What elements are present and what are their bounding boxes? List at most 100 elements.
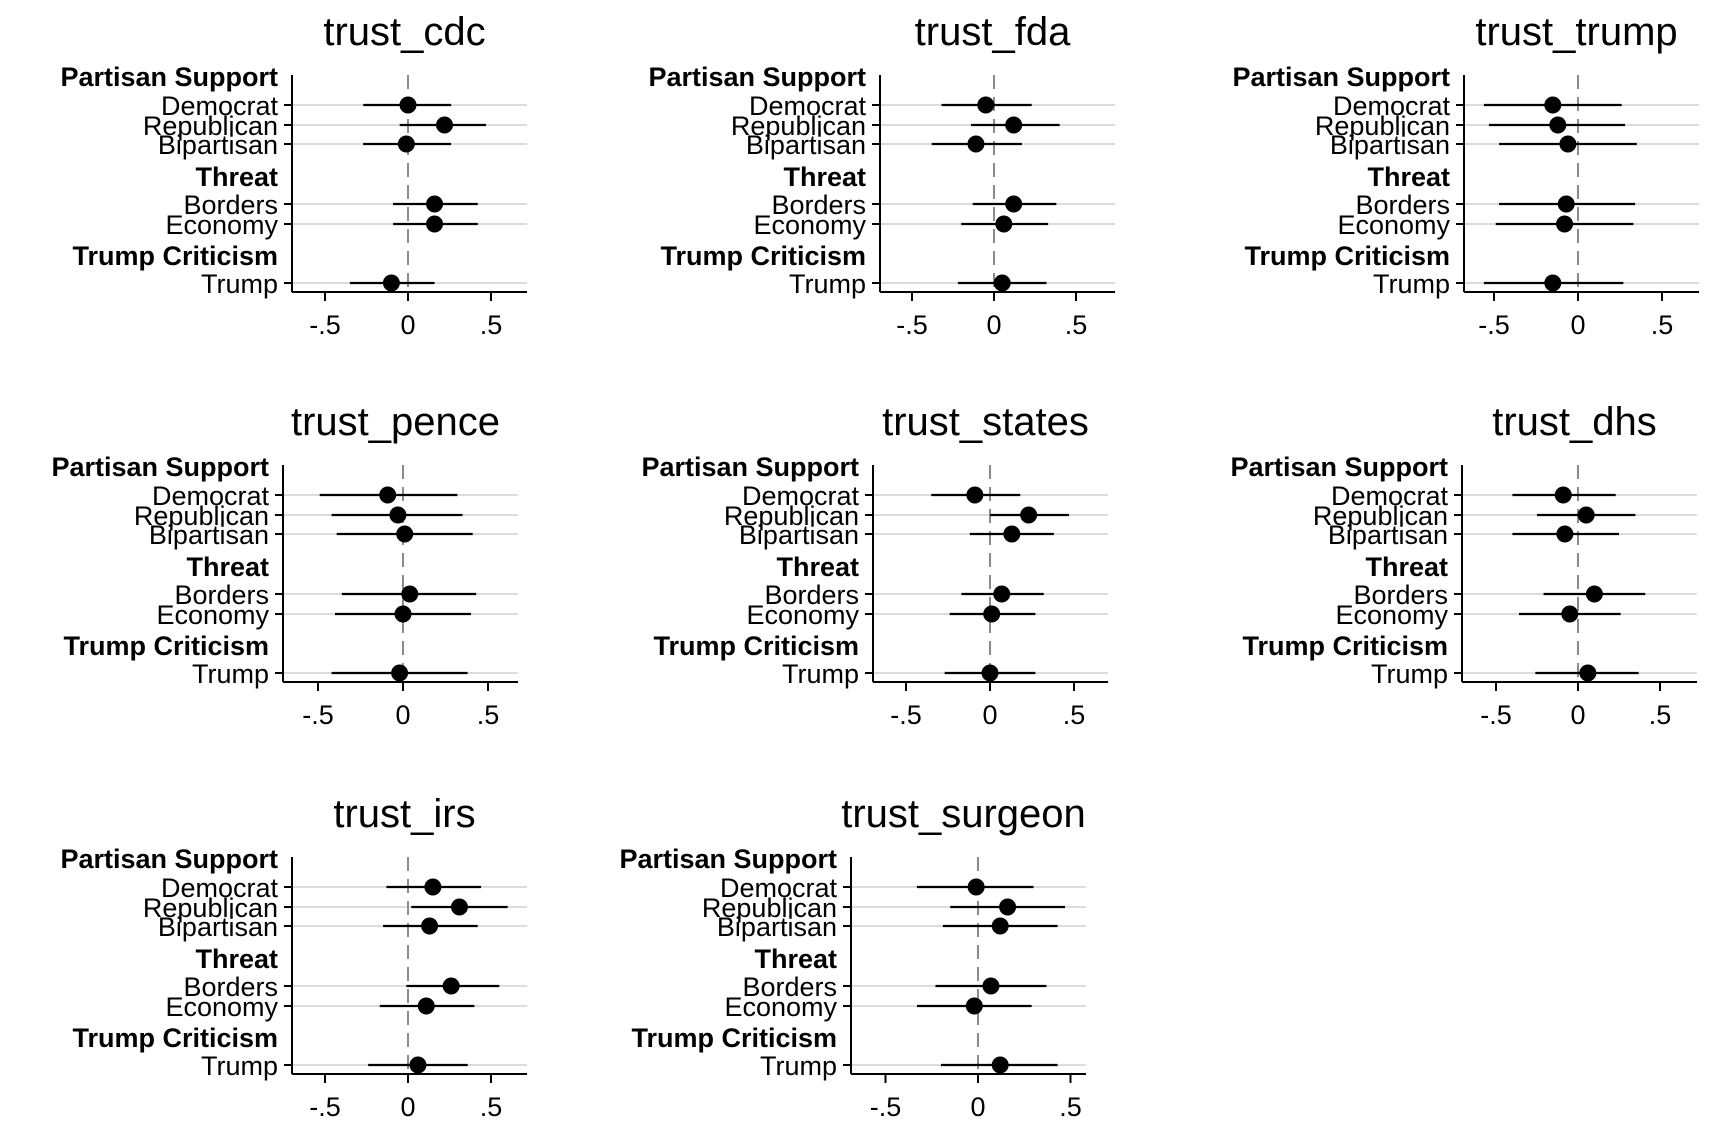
estimate-point <box>1544 274 1562 292</box>
x-tick-label: -.5 <box>302 700 334 730</box>
row-label: Trump <box>1373 269 1450 299</box>
estimate-point <box>1005 116 1023 134</box>
row-label: Bipartisan <box>149 520 269 550</box>
group-label: Threat <box>783 162 866 192</box>
estimate-point <box>1561 605 1579 623</box>
row-label: Bipartisan <box>1330 130 1450 160</box>
panel-title: trust_irs <box>333 792 475 836</box>
x-tick-label: -.5 <box>890 700 922 730</box>
group-label: Trump Criticism <box>1242 631 1448 661</box>
group-label: Trump Criticism <box>1244 241 1450 271</box>
estimate-point <box>1556 215 1574 233</box>
panel-trust-irs: trust_irs -.5 0 .5 Partisan Support Threat Tru… <box>60 792 527 1122</box>
group-label: Partisan Support <box>1232 62 1450 92</box>
group-label: Threat <box>776 552 859 582</box>
group-label: Partisan Support <box>648 62 866 92</box>
group-label: Trump Criticism <box>63 631 269 661</box>
estimate-point <box>991 1056 1009 1074</box>
row-label: Borders <box>764 580 859 610</box>
estimate-point <box>1577 506 1595 524</box>
panel-title: trust_dhs <box>1492 400 1657 444</box>
row-label: Democrat <box>1333 91 1451 121</box>
x-tick-label: .5 <box>1059 1092 1082 1122</box>
row-label: Republican <box>724 501 859 531</box>
x-tick-label: -.5 <box>1478 310 1510 340</box>
panel-trust-trump: trust_trump -.5 0 .5 Partisan Support Threat T… <box>1232 10 1699 340</box>
row-label: Economy <box>1337 210 1450 240</box>
estimate-point <box>394 605 412 623</box>
group-label: Partisan Support <box>619 844 837 874</box>
row-label: Borders <box>742 972 837 1002</box>
group-label: Threat <box>195 162 278 192</box>
x-tick-label: 0 <box>400 310 415 340</box>
estimate-point <box>379 486 397 504</box>
panel-title: trust_fda <box>915 10 1071 54</box>
group-label: Threat <box>186 552 269 582</box>
estimate-point <box>426 195 444 213</box>
panel-trust-fda: trust_fda -.5 0 .5 Partisan Support Threat Tru… <box>648 10 1115 340</box>
row-label: Trump <box>782 659 859 689</box>
x-tick-label: 0 <box>970 1092 985 1122</box>
estimate-point <box>977 96 995 114</box>
row-label: Bipartisan <box>1328 520 1448 550</box>
estimate-point <box>396 525 414 543</box>
row-label: Trump <box>760 1051 837 1081</box>
row-label: Democrat <box>742 481 860 511</box>
estimate-point <box>391 664 409 682</box>
estimate-point <box>993 274 1011 292</box>
group-label: Partisan Support <box>51 452 269 482</box>
row-label: Borders <box>183 190 278 220</box>
x-tick-label: .5 <box>1065 310 1088 340</box>
panel-trust-cdc: trust_cdc -.5 0 .5 Partisan Support Threat Tru… <box>60 10 527 340</box>
x-tick-label: 0 <box>1570 310 1585 340</box>
estimate-point <box>1585 585 1603 603</box>
panel-trust-surgeon: trust_surgeon -.5 0 .5 Partisan Support Threa… <box>619 792 1086 1122</box>
x-tick-label: -.5 <box>309 1092 341 1122</box>
estimate-point <box>382 274 400 292</box>
group-label: Trump Criticism <box>631 1023 837 1053</box>
row-label: Republican <box>143 111 278 141</box>
estimate-point <box>421 917 439 935</box>
panel-title: trust_states <box>882 400 1089 444</box>
estimate-point <box>993 585 1011 603</box>
group-label: Partisan Support <box>1230 452 1448 482</box>
group-label: Partisan Support <box>60 844 278 874</box>
estimate-point <box>1579 664 1597 682</box>
x-tick-label: .5 <box>1063 700 1086 730</box>
row-label: Republican <box>134 501 269 531</box>
x-tick-label: .5 <box>1649 700 1672 730</box>
estimate-point <box>991 917 1009 935</box>
estimate-point <box>965 997 983 1015</box>
x-tick-label: 0 <box>1570 700 1585 730</box>
panel-title: trust_surgeon <box>841 792 1086 836</box>
row-label: Bipartisan <box>739 520 859 550</box>
row-label: Democrat <box>152 481 270 511</box>
group-label: Threat <box>754 944 837 974</box>
estimate-point <box>981 664 999 682</box>
estimate-point <box>982 977 1000 995</box>
row-label: Democrat <box>161 873 279 903</box>
row-label: Republican <box>143 893 278 923</box>
group-label: Threat <box>1367 162 1450 192</box>
row-label: Trump <box>201 269 278 299</box>
x-tick-label: .5 <box>480 1092 503 1122</box>
row-label: Democrat <box>1331 481 1449 511</box>
row-label: Borders <box>1355 190 1450 220</box>
x-tick-label: .5 <box>480 310 503 340</box>
row-label: Economy <box>156 600 269 630</box>
panel-title: trust_pence <box>291 400 500 444</box>
estimate-point <box>436 116 454 134</box>
x-tick-label: 0 <box>982 700 997 730</box>
panel-trust-pence: trust_pence -.5 0 .5 Partisan Support Threat T… <box>51 400 518 730</box>
group-label: Trump Criticism <box>72 1023 278 1053</box>
row-label: Democrat <box>720 873 838 903</box>
row-label: Economy <box>753 210 866 240</box>
row-label: Trump <box>1371 659 1448 689</box>
row-label: Borders <box>771 190 866 220</box>
row-label: Republican <box>731 111 866 141</box>
row-label: Bipartisan <box>158 130 278 160</box>
estimate-point <box>967 878 985 896</box>
row-label: Trump <box>789 269 866 299</box>
row-label: Bipartisan <box>717 912 837 942</box>
group-label: Threat <box>1365 552 1448 582</box>
